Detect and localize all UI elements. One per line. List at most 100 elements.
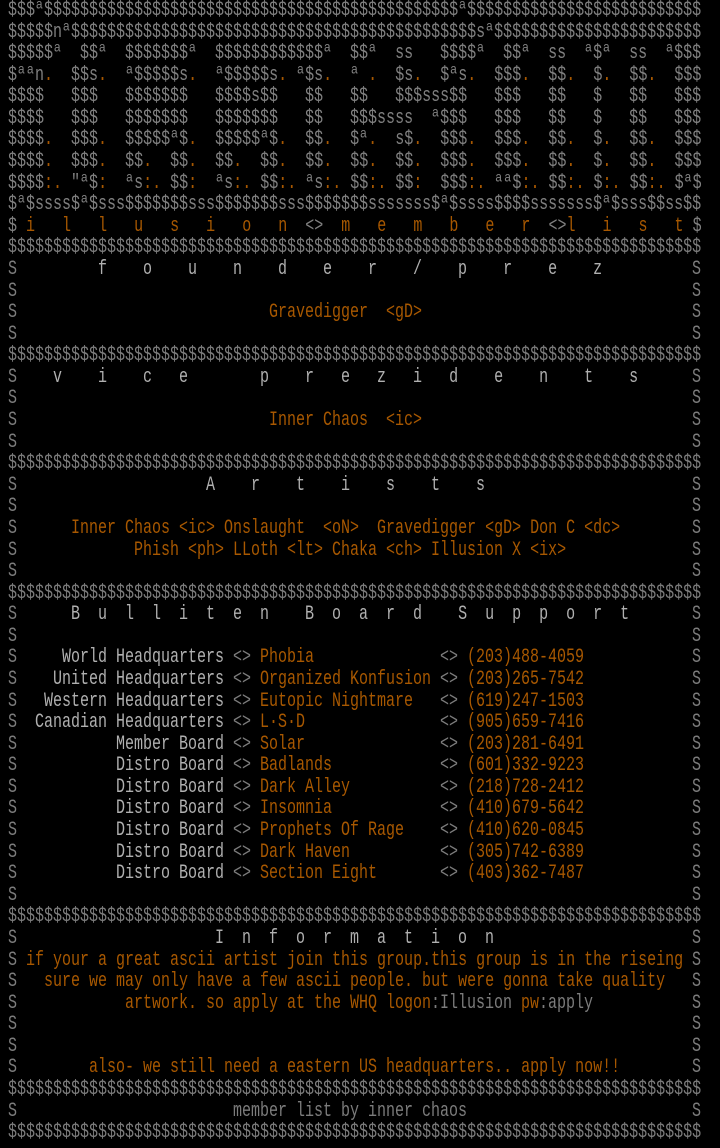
board-role: Distro Board — [116, 754, 225, 778]
board-name: Insomnia — [260, 797, 333, 821]
board-name: Solar — [260, 732, 306, 756]
frame-left-border: S — [8, 603, 18, 627]
frame-left-border: S — [8, 624, 18, 648]
board-role: Distro Board — [116, 862, 225, 886]
logo-art-row: $$$$. $$$. $$$$$ª$. $$$$$ª$. $$. $ª. s$.… — [0, 128, 720, 151]
frame-right-border: S — [692, 1099, 702, 1123]
logo-art-line: $$$ª$$$$$$$$$$$$$$$$$$$$$$$$$$$$$$$$$$$$… — [8, 0, 702, 22]
separator: <> — [233, 797, 252, 821]
board-phone: (410)620-0845 — [467, 818, 585, 842]
separator: <> — [440, 689, 459, 713]
frame-left-border: S — [8, 926, 18, 950]
bbs-list-item: World Headquarters <> Phobia <> (203)488-405… — [0, 646, 720, 669]
board-role: Member Board — [116, 732, 225, 756]
separator: <> — [233, 646, 252, 670]
logo-art-row: $$$$:. "ª$: ªs:. $$: ªs:. $$:. ªs:. $$:.… — [0, 172, 720, 195]
board-role: United Headquarters — [53, 667, 225, 691]
frame-left-border: S — [8, 430, 18, 454]
frame-left-border: S — [8, 667, 18, 691]
frame-left-border: S — [8, 991, 18, 1015]
bbs-list-item: Canadian Headquarters <> L·S·D <> (905)659-7… — [0, 711, 720, 734]
logo-art-row: $$$$. $$$. $$. $$. $$. $$. $$. $$. $$. $… — [0, 150, 720, 173]
logo-art-row: $ª$ssss$ª$sss$$$$$$$sss$$$$$$$sss$$$$$$$… — [0, 193, 720, 216]
board-name: Dark Haven — [260, 840, 351, 864]
frame-right-border: S — [692, 970, 702, 993]
frame-left-border: S — [8, 257, 18, 281]
frame-left-border: S — [8, 818, 18, 842]
separator: <> — [233, 775, 252, 799]
title-row: $ i l l u s i o n <> m e m b e r <>l i s… — [0, 215, 720, 238]
artists-heading: A r t i s t s — [206, 473, 486, 497]
frame-right-border: S — [692, 1013, 702, 1037]
board-role: Western Headquarters — [44, 689, 225, 713]
frame-right-border: S — [692, 408, 702, 432]
frame-right-border: S — [692, 538, 702, 562]
board-role: Distro Board — [116, 840, 225, 864]
frame-left-border: S — [8, 301, 18, 324]
separator: <> — [440, 775, 459, 799]
divider: $$$$$$$$$$$$$$$$$$$$$$$$$$$$$$$$$$$$$$$$… — [8, 344, 702, 368]
board-name: Organized Konfusion — [260, 667, 432, 691]
logo-art-row: $$$ª$$$$$$$$$$$$$$$$$$$$$$$$$$$$$$$$$$$$… — [0, 0, 720, 22]
frame-left-border: S — [8, 365, 18, 389]
password-value: :apply — [539, 991, 594, 1015]
logo-art-line: $$$$ $$$ $$$$$$$ $$$$$$$ $$ $$$ssss ª$$$… — [8, 106, 702, 130]
frame-left-border: S — [8, 862, 18, 886]
separator: <> — [233, 689, 252, 713]
bbs-section: B u l l i t e n B o a r d S u p p o r t — [0, 603, 720, 626]
bbs-list-item: Distro Board <> Section Eight <> (403)362-74… — [0, 862, 720, 885]
bbs-list-item: Member Board <> Solar <> (203)281-6491 — [0, 733, 720, 756]
frame-right-border: S — [692, 883, 702, 907]
logo-art-row: $$$$$nª$$$$$$$$$$$$$$$$$$$$$$$$$$$$$$$$$… — [0, 21, 720, 44]
bbs-list-item: Western Headquarters <> Eutopic Nightmare <… — [0, 689, 720, 712]
frame-right-border: S — [692, 711, 702, 734]
logon-value: :Illusion — [431, 991, 522, 1015]
board-name: Prophets Of Rage — [260, 818, 405, 842]
divider: $$$$$$$$$$$$$$$$$$$$$$$$$$$$$$$$$$$$$$$$… — [8, 1121, 702, 1145]
info-text: artwork. so apply at the WHQ logon — [125, 991, 432, 1015]
frame-right-border: S — [692, 387, 702, 411]
logo-art-row: $ªªn. $$s. ª$$$$$s. ª$$$$$s. ª$s. ª . $s… — [0, 64, 720, 87]
logo-art-line: $$$$$ª $$ª $$$$$$$ª $$$$$$$$$$$$ª $$ª ss… — [8, 42, 702, 66]
frame-left-border: S — [8, 408, 18, 432]
frame-right-border: S — [692, 689, 702, 713]
frame-right-border: S — [692, 754, 702, 778]
info-heading: I n f o r m a t i o n — [215, 926, 495, 950]
founder-heading: f o u n d e r / p r e z — [98, 257, 603, 281]
frame-right-border: S — [692, 818, 702, 842]
separator: <> — [233, 711, 252, 734]
frame-left-border: S — [8, 1099, 18, 1123]
divider: $$$$$$$$$$$$$$$$$$$$$$$$$$$$$$$$$$$$$$$$… — [8, 581, 702, 605]
board-role: Distro Board — [116, 818, 225, 842]
separator: <> — [440, 646, 459, 670]
frame-right-border: S — [692, 495, 702, 519]
info-text: sure we may only have a few ascii people… — [44, 970, 666, 993]
separator: <> — [233, 840, 252, 864]
bbs-list-item: Distro Board <> Dark Alley <> (218)728-2412 — [0, 776, 720, 799]
separator: <> — [440, 732, 459, 756]
board-name: Eutopic Nightmare — [260, 689, 414, 713]
divider: $$$$$$$$$$$$$$$$$$$$$$$$$$$$$$$$$$$$$$$$… — [8, 236, 702, 260]
frame-left-border: S — [8, 516, 18, 540]
frame-right-border: S — [692, 667, 702, 691]
frame-left-border: S — [8, 970, 18, 993]
info-text: if your a great ascii artist join this g… — [26, 948, 684, 972]
logo-art-row: $$$$ $$$ $$$$$$$ $$$$$$$ $$ $$$ssss ª$$$… — [0, 107, 720, 130]
board-name: Dark Alley — [260, 775, 351, 799]
frame-right-border: S — [692, 1056, 702, 1080]
separator: <> — [440, 862, 459, 886]
frame-right-border: S — [692, 365, 702, 389]
frame-left-border: S — [8, 689, 18, 713]
frame-right-border: S — [692, 732, 702, 756]
board-phone: (905)659-7416 — [467, 711, 585, 734]
board-name: Badlands — [260, 754, 333, 778]
divider: $$$$$$$$$$$$$$$$$$$$$$$$$$$$$$$$$$$$$$$$… — [8, 452, 702, 476]
board-role: World Headquarters — [62, 646, 225, 670]
frame-left-border: S — [8, 538, 18, 562]
frame-right-border: S — [692, 862, 702, 886]
frame-right-border: S — [692, 322, 702, 346]
board-name: Section Eight — [260, 862, 378, 886]
frame-right-border: S — [692, 1034, 702, 1058]
frame-left-border: S — [8, 754, 18, 778]
vice-member: Inner Chaos <ic> — [269, 408, 423, 432]
